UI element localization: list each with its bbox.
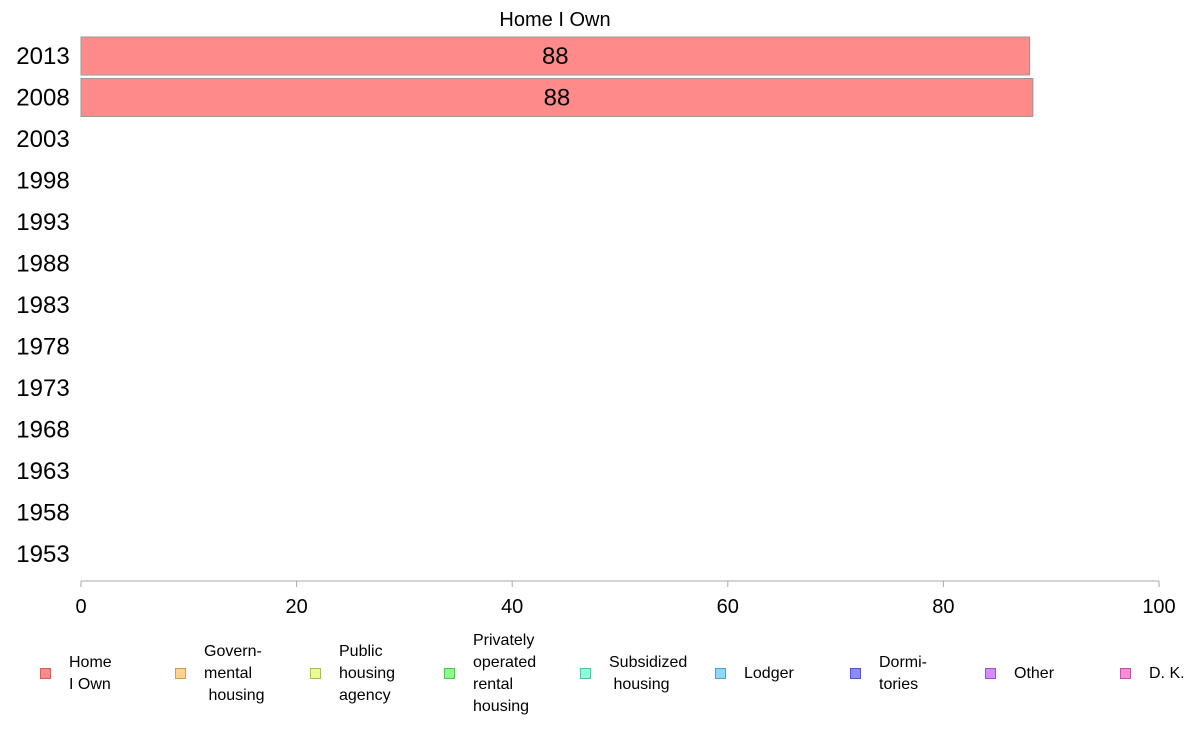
legend-swatch (985, 668, 996, 679)
bar-value-label: 88 (544, 85, 571, 112)
x-tick-label: 80 (932, 596, 954, 618)
y-tick-label: 2008 (16, 85, 69, 112)
y-tick-label: 1983 (16, 292, 69, 319)
legend-label: Lodger (744, 665, 794, 682)
y-tick-label: 1968 (16, 417, 69, 444)
legend-label: Public housing agency (339, 643, 396, 704)
bar-chart: Home I Own 88 88 2013 2008 2003 1998 1993 1988… (16, 9, 1176, 618)
legend-swatch (850, 668, 861, 679)
y-tick-label: 1998 (16, 168, 69, 195)
legend-label: Subsidized housing (609, 654, 688, 693)
legend-label: Privately operated rental housing (473, 632, 537, 715)
legend-swatch (580, 668, 591, 679)
y-tick-label: 2013 (16, 43, 69, 70)
legend-swatch (310, 668, 321, 679)
y-tick-label: 2003 (16, 126, 69, 153)
x-tick-label: 60 (717, 596, 739, 618)
bar (80, 36, 1031, 76)
y-tick-label: 1978 (16, 334, 69, 361)
legend-label: Govern- mental housing (204, 643, 265, 704)
legend-swatch (715, 668, 726, 679)
legend: Home I Own Govern- mental housing Public h… (0, 630, 1188, 730)
y-tick-label: 1963 (16, 458, 69, 485)
x-tick-label: 40 (501, 596, 523, 618)
y-tick-labels: 2013 2008 2003 1998 1993 1988 1983 1978 1973 1968… (16, 43, 69, 568)
x-tick-label: 20 (285, 596, 307, 618)
x-axis: 0 20 40 60 80 100 (75, 580, 1176, 618)
chart-title: Home I Own (499, 9, 610, 31)
legend-label: D. K. (1149, 665, 1185, 682)
y-tick-label: 1958 (16, 500, 69, 527)
bars-group: 88 88 (80, 36, 1034, 117)
legend-swatch (40, 668, 51, 679)
legend-label: Other (1014, 665, 1055, 682)
legend-swatch (444, 668, 455, 679)
x-tick-label: 100 (1142, 596, 1175, 618)
legend-swatch (1120, 668, 1131, 679)
legend-label: Home I Own (69, 654, 112, 693)
y-tick-label: 1993 (16, 209, 69, 236)
y-tick-label: 1953 (16, 541, 69, 568)
y-tick-label: 1988 (16, 251, 69, 278)
legend-label: Dormi- tories (879, 654, 927, 693)
legend-swatch (175, 668, 186, 679)
bar (80, 78, 1034, 117)
y-tick-label: 1973 (16, 375, 69, 402)
bar-value-label: 88 (542, 43, 569, 70)
x-tick-label: 0 (75, 596, 86, 618)
